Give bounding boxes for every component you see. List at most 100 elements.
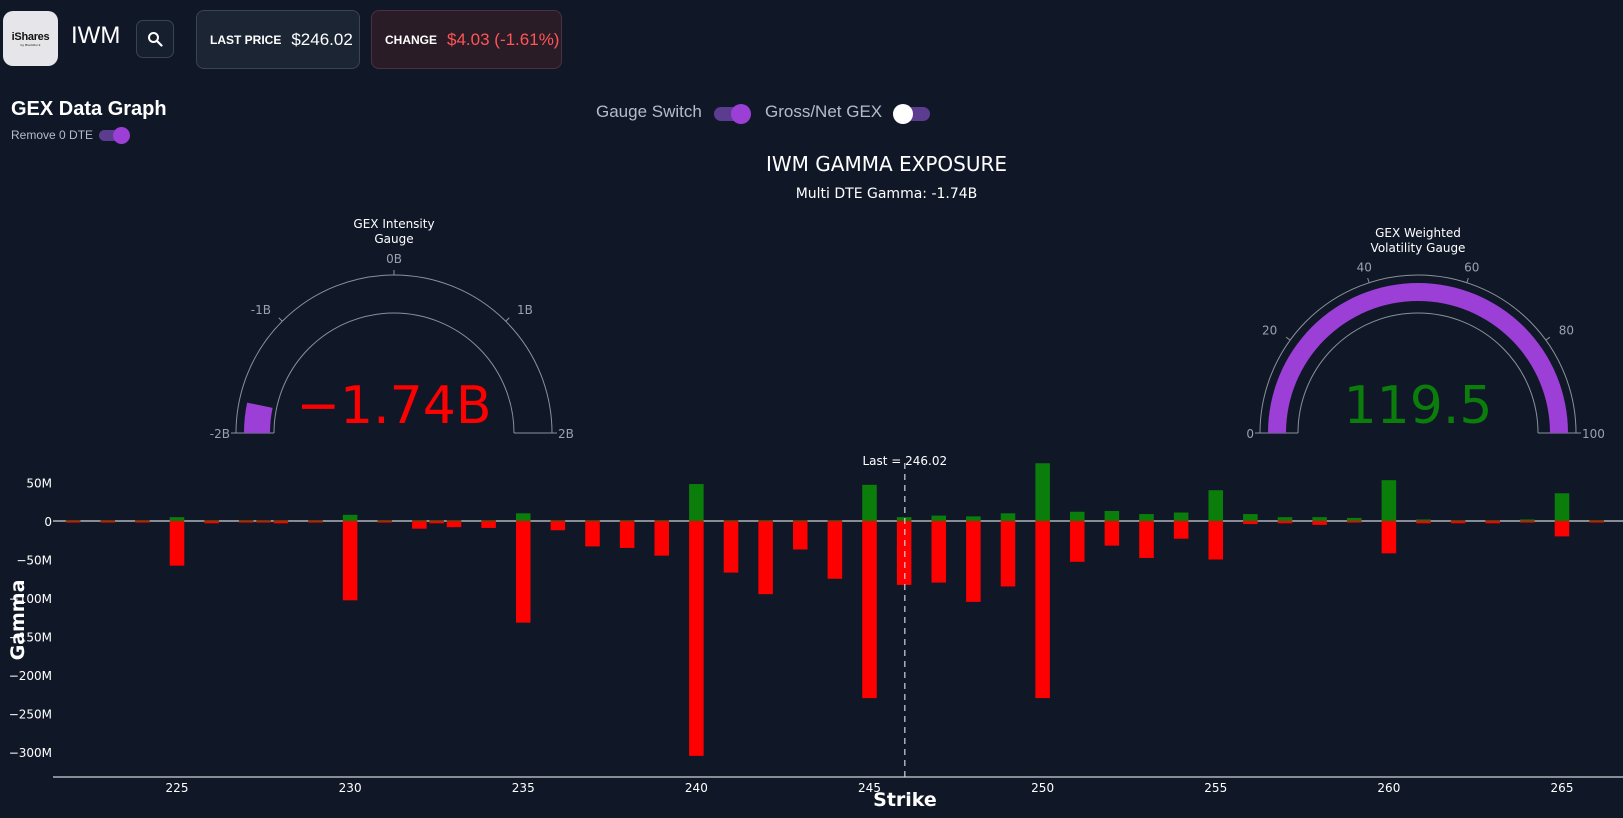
gross-net-label: Gross/Net GEX: [765, 102, 883, 121]
search-button[interactable]: [136, 20, 174, 58]
positive-bar: [412, 520, 427, 522]
positive-bar: [481, 520, 496, 522]
negative-bar: [1243, 521, 1258, 525]
gross-net-toggle[interactable]: [893, 104, 930, 124]
positive-bar: [758, 520, 773, 522]
x-tick-label: 235: [512, 781, 535, 795]
negative-bar: [1450, 521, 1466, 524]
negative-bar: [515, 521, 531, 623]
gauge-tick: [1367, 277, 1370, 283]
gauge-tick-label: -1B: [251, 303, 271, 317]
positive-bar: [515, 513, 531, 521]
negative-bar: [723, 521, 739, 573]
negative-bar: [931, 521, 947, 583]
negative-bar: [429, 521, 444, 524]
positive-bar: [204, 520, 219, 522]
gauge-title-line1: GEX Weighted: [1375, 226, 1461, 240]
change-value: $4.03 (-1.61%): [447, 29, 560, 49]
logo-brand-text: iShares: [11, 30, 50, 43]
negative-bar: [169, 521, 185, 566]
y-axis-title: Gamma: [7, 580, 29, 661]
gauge-tick-label: 2B: [558, 427, 574, 441]
gauge-tick-label: -2B: [210, 427, 230, 441]
gauge-value-bar: [244, 402, 273, 433]
negative-bar: [550, 521, 566, 531]
toggle-knob: [113, 127, 130, 144]
ticker-symbol: IWM: [71, 22, 121, 49]
negative-bar: [238, 521, 254, 523]
x-tick-label: 260: [1377, 781, 1400, 795]
negative-bar: [1139, 521, 1154, 558]
positive-bar: [1485, 520, 1501, 522]
positive-bar: [1069, 511, 1085, 521]
gauge-title-line2: Gauge: [374, 232, 413, 246]
negative-bar: [481, 521, 496, 528]
chart-subtitle: Multi DTE Gamma: -1.74B: [795, 186, 978, 202]
negative-bar: [619, 521, 635, 548]
x-axis: 225 230 235 240 245 250 255 260 265: [53, 776, 1623, 795]
gauge-inner-arc: [1297, 312, 1539, 434]
y-tick-label: −250M: [9, 708, 52, 722]
negative-bar: [135, 521, 150, 523]
positive-bar: [689, 484, 704, 521]
negative-bar: [377, 521, 393, 523]
positive-bar: [100, 520, 116, 522]
gauge-tick-label: 0: [1246, 427, 1254, 441]
positive-bar: [1450, 520, 1466, 522]
y-tick-label: −150M: [9, 631, 52, 645]
gauge-switch-label: Gauge Switch: [596, 102, 702, 121]
negative-bar: [827, 521, 843, 579]
negative-bar: [65, 521, 81, 523]
search-icon: [148, 32, 163, 47]
remove-0dte-toggle[interactable]: [99, 127, 130, 144]
negative-bar: [273, 521, 289, 524]
x-tick-label: 240: [685, 781, 708, 795]
negative-bar: [792, 521, 808, 550]
gauge-tick-label: 0B: [386, 252, 402, 266]
negative-bar: [1173, 521, 1189, 539]
logo-sub-text: by BlackRock: [20, 42, 41, 47]
x-tick-label: 265: [1551, 781, 1574, 795]
positive-bar: [169, 517, 185, 521]
y-tick-label: 0: [44, 515, 52, 529]
y-tick-label: −200M: [9, 669, 52, 683]
x-tick-label: 250: [1031, 781, 1054, 795]
gauge-tick-label: 100: [1582, 427, 1605, 441]
gauge-switch-toggle[interactable]: [714, 104, 751, 124]
bars-layer: [65, 463, 1604, 756]
gauge-value: 119.5: [1344, 376, 1493, 436]
negative-bar: [689, 521, 704, 756]
negative-bar: [1416, 521, 1431, 524]
positive-bar: [1208, 490, 1224, 521]
negative-bar: [256, 521, 271, 523]
negative-bar: [1520, 521, 1535, 523]
y-tick-label: 50M: [26, 477, 52, 491]
positive-bar: [256, 520, 271, 522]
positive-bar: [1139, 514, 1154, 521]
ishares-logo: iShares by BlackRock: [3, 11, 58, 66]
gauge-tick: [1285, 336, 1291, 341]
negative-bar: [585, 521, 600, 547]
negative-bar: [1381, 521, 1397, 554]
positive-bar: [723, 520, 739, 522]
positive-bar: [966, 516, 981, 521]
positive-bar: [1346, 517, 1362, 521]
gauge-tick-label: 1B: [517, 303, 533, 317]
gauge-tick: [1466, 277, 1469, 283]
positive-bar: [1554, 493, 1570, 521]
positive-bar: [308, 520, 323, 522]
x-tick-label: 255: [1204, 781, 1227, 795]
negative-bar: [342, 521, 358, 601]
negative-bar: [1000, 521, 1016, 587]
toggle-knob: [893, 104, 913, 124]
x-tick-label: 225: [166, 781, 189, 795]
positive-bar: [1520, 519, 1535, 521]
negative-bar: [308, 521, 323, 523]
negative-bar: [412, 521, 427, 529]
positive-bar: [862, 484, 877, 521]
last-price-line-group: Last = 246.02: [862, 454, 947, 778]
positive-bar: [1173, 512, 1189, 521]
positive-bar: [550, 520, 566, 522]
